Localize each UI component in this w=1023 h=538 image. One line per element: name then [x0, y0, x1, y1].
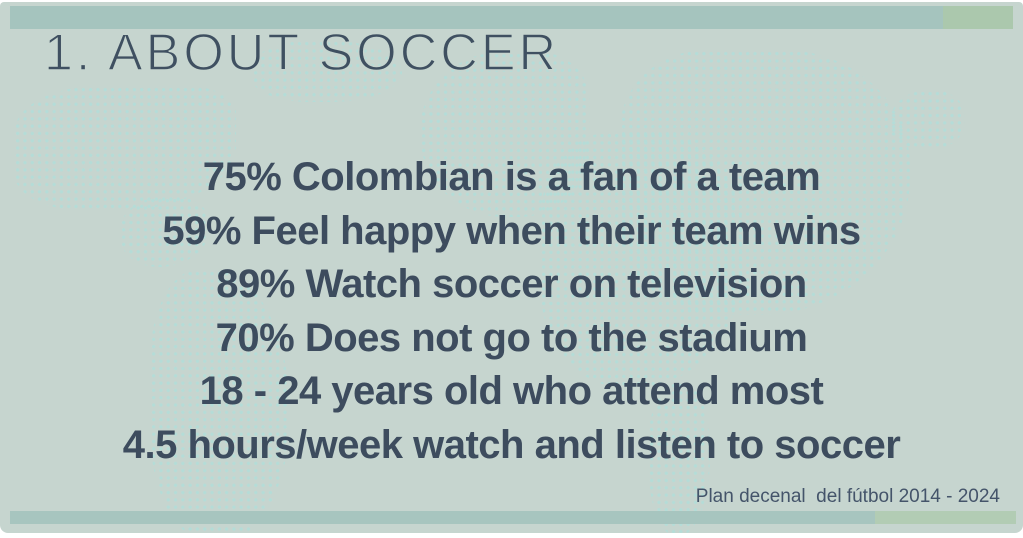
slide-title: 1. ABOUT SOCCER [43, 23, 560, 82]
stat-line-not-go-stadium: 70% Does not go to the stadium [215, 315, 808, 360]
stat-line-age-attend: 18 - 24 years old who attend most [199, 369, 824, 413]
map-dots-asia [620, 50, 910, 315]
map-dots-south-america [150, 270, 290, 533]
map-dots-greenland [252, 40, 402, 102]
map-dots-north-america [14, 86, 236, 210]
top-accent-bar [10, 6, 1013, 29]
map-dots-southern-africa [648, 382, 710, 533]
stat-line-fan-of-team: 75% Colombian is a fan of a team [202, 155, 821, 199]
stats-block: 75% Colombian is a fan of a team 59% Fee… [0, 151, 1023, 472]
map-dots-northeast-asia [890, 90, 965, 150]
source-caption: Plan decenal del fútbol 2014 - 2024 [695, 486, 1000, 507]
bottom-accent-bar [10, 511, 1016, 524]
stat-line-hours-per-week: 4.5 hours/week watch and listen to socce… [122, 422, 901, 467]
stat-line-watch-television: 89% Watch soccer on television [216, 262, 807, 306]
stat-line-feel-happy: 59% Feel happy when their team wins [162, 208, 861, 253]
